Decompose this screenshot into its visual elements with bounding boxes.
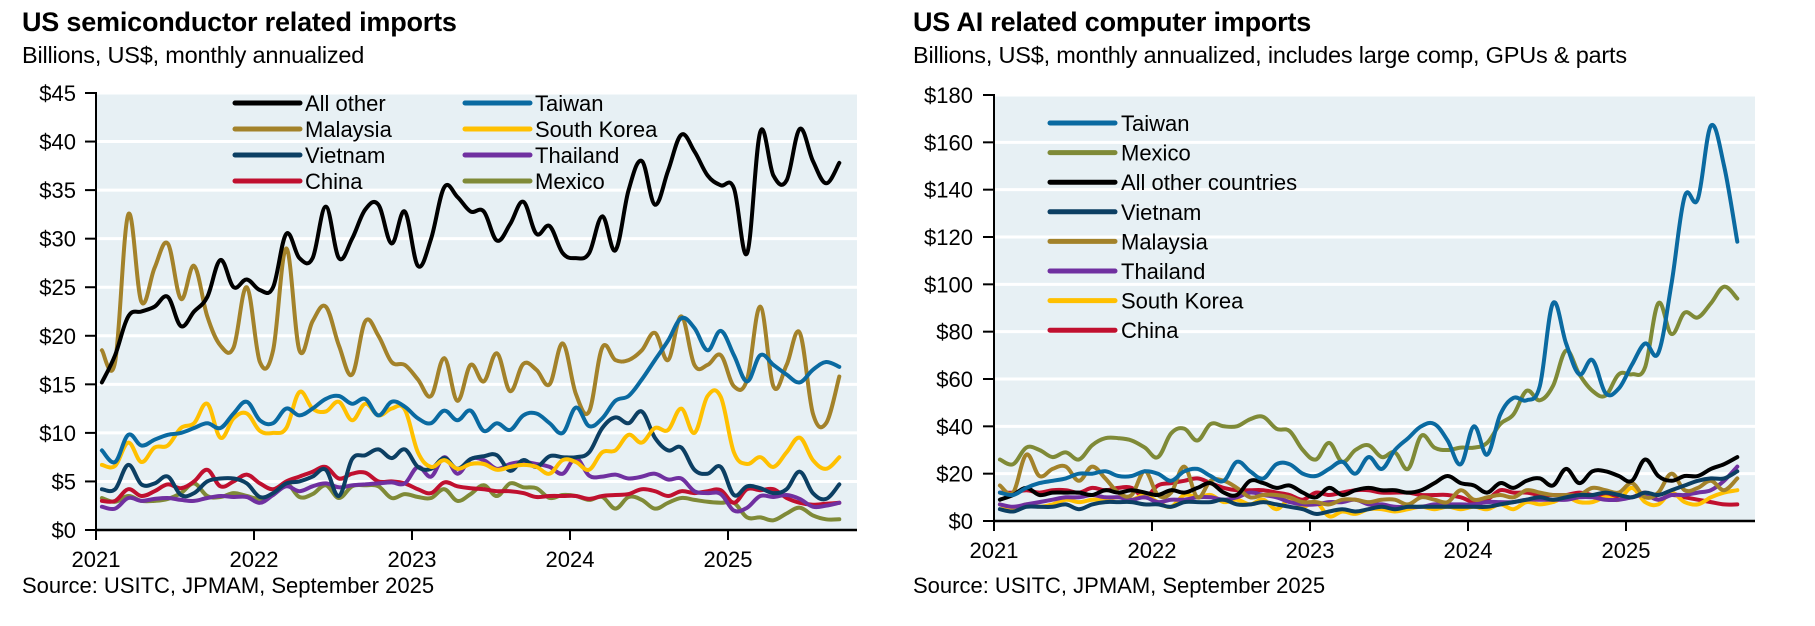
y-tick-label: $45 — [39, 81, 76, 106]
legend-label: Vietnam — [305, 143, 385, 168]
x-tick-label: 2023 — [388, 547, 437, 572]
x-tick-label: 2021 — [970, 538, 1019, 563]
y-tick-label: $30 — [39, 227, 76, 252]
x-tick-label: 2024 — [1444, 538, 1493, 563]
y-tick-label: $180 — [924, 83, 973, 108]
y-tick-label: $100 — [924, 272, 973, 297]
legend-item-taiwan: Taiwan — [462, 91, 603, 116]
y-tick-label: $120 — [924, 225, 973, 250]
x-tick-label: 2022 — [1128, 538, 1177, 563]
chart-title: US semiconductor related imports — [22, 7, 457, 37]
y-tick-label: $40 — [936, 414, 973, 439]
series-line-malaysia — [99, 211, 842, 430]
series-line-china — [997, 476, 1740, 507]
y-tick-label: $10 — [39, 421, 76, 446]
legend-item-mexico: Mexico — [1047, 141, 1191, 166]
y-tick-label: $80 — [936, 320, 973, 345]
legend-item-mexico: Mexico — [462, 169, 605, 194]
series-line-vietnam — [997, 469, 1740, 516]
chart-panel-ai-computer: US AI related computer imports Billions,… — [900, 0, 1815, 626]
legend-item-vietnam: Vietnam — [232, 143, 385, 168]
x-tick-label: 2024 — [546, 547, 595, 572]
legend-item-all-other-countries: All other countries — [1047, 170, 1297, 195]
legend-item-china: China — [232, 169, 363, 194]
chart-source: Source: USITC, JPMAM, September 2025 — [913, 573, 1326, 598]
chart-semiconductor: $0 $5 $10 $15 $20 $25 $30 $35 $40 $45 2021 2022 2023… — [39, 81, 857, 572]
legend-item-south-korea: South Korea — [1047, 289, 1244, 314]
series-line-all-other-countries — [997, 455, 1740, 502]
y-tick-label: $40 — [39, 130, 76, 155]
series-line-taiwan — [997, 122, 1740, 498]
legend-label: All other countries — [1121, 170, 1297, 195]
series-line-china — [99, 464, 842, 507]
legend-label: China — [305, 169, 363, 194]
y-tick-label: $35 — [39, 178, 76, 203]
x-tick-label: 2022 — [230, 547, 279, 572]
x-tick-label: 2023 — [1286, 538, 1335, 563]
y-tick-label: $0 — [949, 509, 973, 534]
y-tick-label: $160 — [924, 130, 973, 155]
x-tick-label: 2025 — [1602, 538, 1651, 563]
legend-label: Thailand — [1121, 259, 1205, 284]
series-line-thailand — [997, 464, 1740, 509]
legend-item-all-other: All other — [232, 91, 386, 116]
legend-label: Taiwan — [535, 91, 603, 116]
legend-label: South Korea — [1121, 289, 1244, 314]
legend-label: Mexico — [535, 169, 605, 194]
chart-title: US AI related computer imports — [913, 7, 1312, 37]
series-lines — [99, 126, 842, 523]
legend-label: Thailand — [535, 143, 619, 168]
legend-item-china: China — [1047, 318, 1179, 343]
y-tick-label: $25 — [39, 275, 76, 300]
y-tick-label: $20 — [936, 462, 973, 487]
chart-subtitle: Billions, US$, monthly annualized — [22, 42, 365, 68]
legend-label: Taiwan — [1121, 111, 1189, 136]
legend-label: Malaysia — [305, 117, 393, 142]
chart-panel-semiconductor: US semiconductor related imports Billion… — [0, 0, 900, 626]
series-line-vietnam — [99, 409, 842, 502]
plot-area — [994, 95, 1755, 521]
legend-item-vietnam: Vietnam — [1047, 200, 1201, 225]
series-lines — [997, 122, 1740, 519]
x-tick-label: 2021 — [72, 547, 121, 572]
chart-source: Source: USITC, JPMAM, September 2025 — [22, 573, 435, 598]
legend: Taiwan Mexico All other countries Vietnam Ma… — [1047, 111, 1297, 343]
legend-label: Malaysia — [1121, 229, 1209, 254]
chart-subtitle: Billions, US$, monthly annualized, inclu… — [913, 42, 1627, 68]
series-line-taiwan — [99, 315, 842, 465]
y-tick-label: $60 — [936, 367, 973, 392]
y-tick-label: $5 — [52, 469, 76, 494]
legend-label: South Korea — [535, 117, 658, 142]
legend: All other Taiwan Malaysia South Korea Vietna… — [232, 91, 658, 194]
legend-label: Vietnam — [1121, 200, 1201, 225]
legend-item-malaysia: Malaysia — [1047, 229, 1209, 254]
legend-label: Mexico — [1121, 141, 1191, 166]
legend-label: China — [1121, 318, 1179, 343]
series-line-all-other — [99, 126, 842, 385]
legend-item-south-korea: South Korea — [462, 117, 658, 142]
series-line-south-korea — [99, 388, 842, 476]
legend-item-thailand: Thailand — [462, 143, 619, 168]
series-line-mexico — [997, 284, 1740, 472]
y-tick-label: $140 — [924, 178, 973, 203]
chart-ai-computer: $0 $20 $40 $60 $80 $100 $120 $140 $160 $180 2021 20… — [924, 83, 1755, 563]
x-tick-label: 2025 — [704, 547, 753, 572]
legend-item-malaysia: Malaysia — [232, 117, 393, 142]
y-tick-label: $15 — [39, 372, 76, 397]
y-tick-label: $0 — [52, 518, 76, 543]
legend-item-taiwan: Taiwan — [1047, 111, 1189, 136]
y-tick-label: $20 — [39, 324, 76, 349]
legend-label: All other — [305, 91, 386, 116]
legend-item-thailand: Thailand — [1047, 259, 1205, 284]
